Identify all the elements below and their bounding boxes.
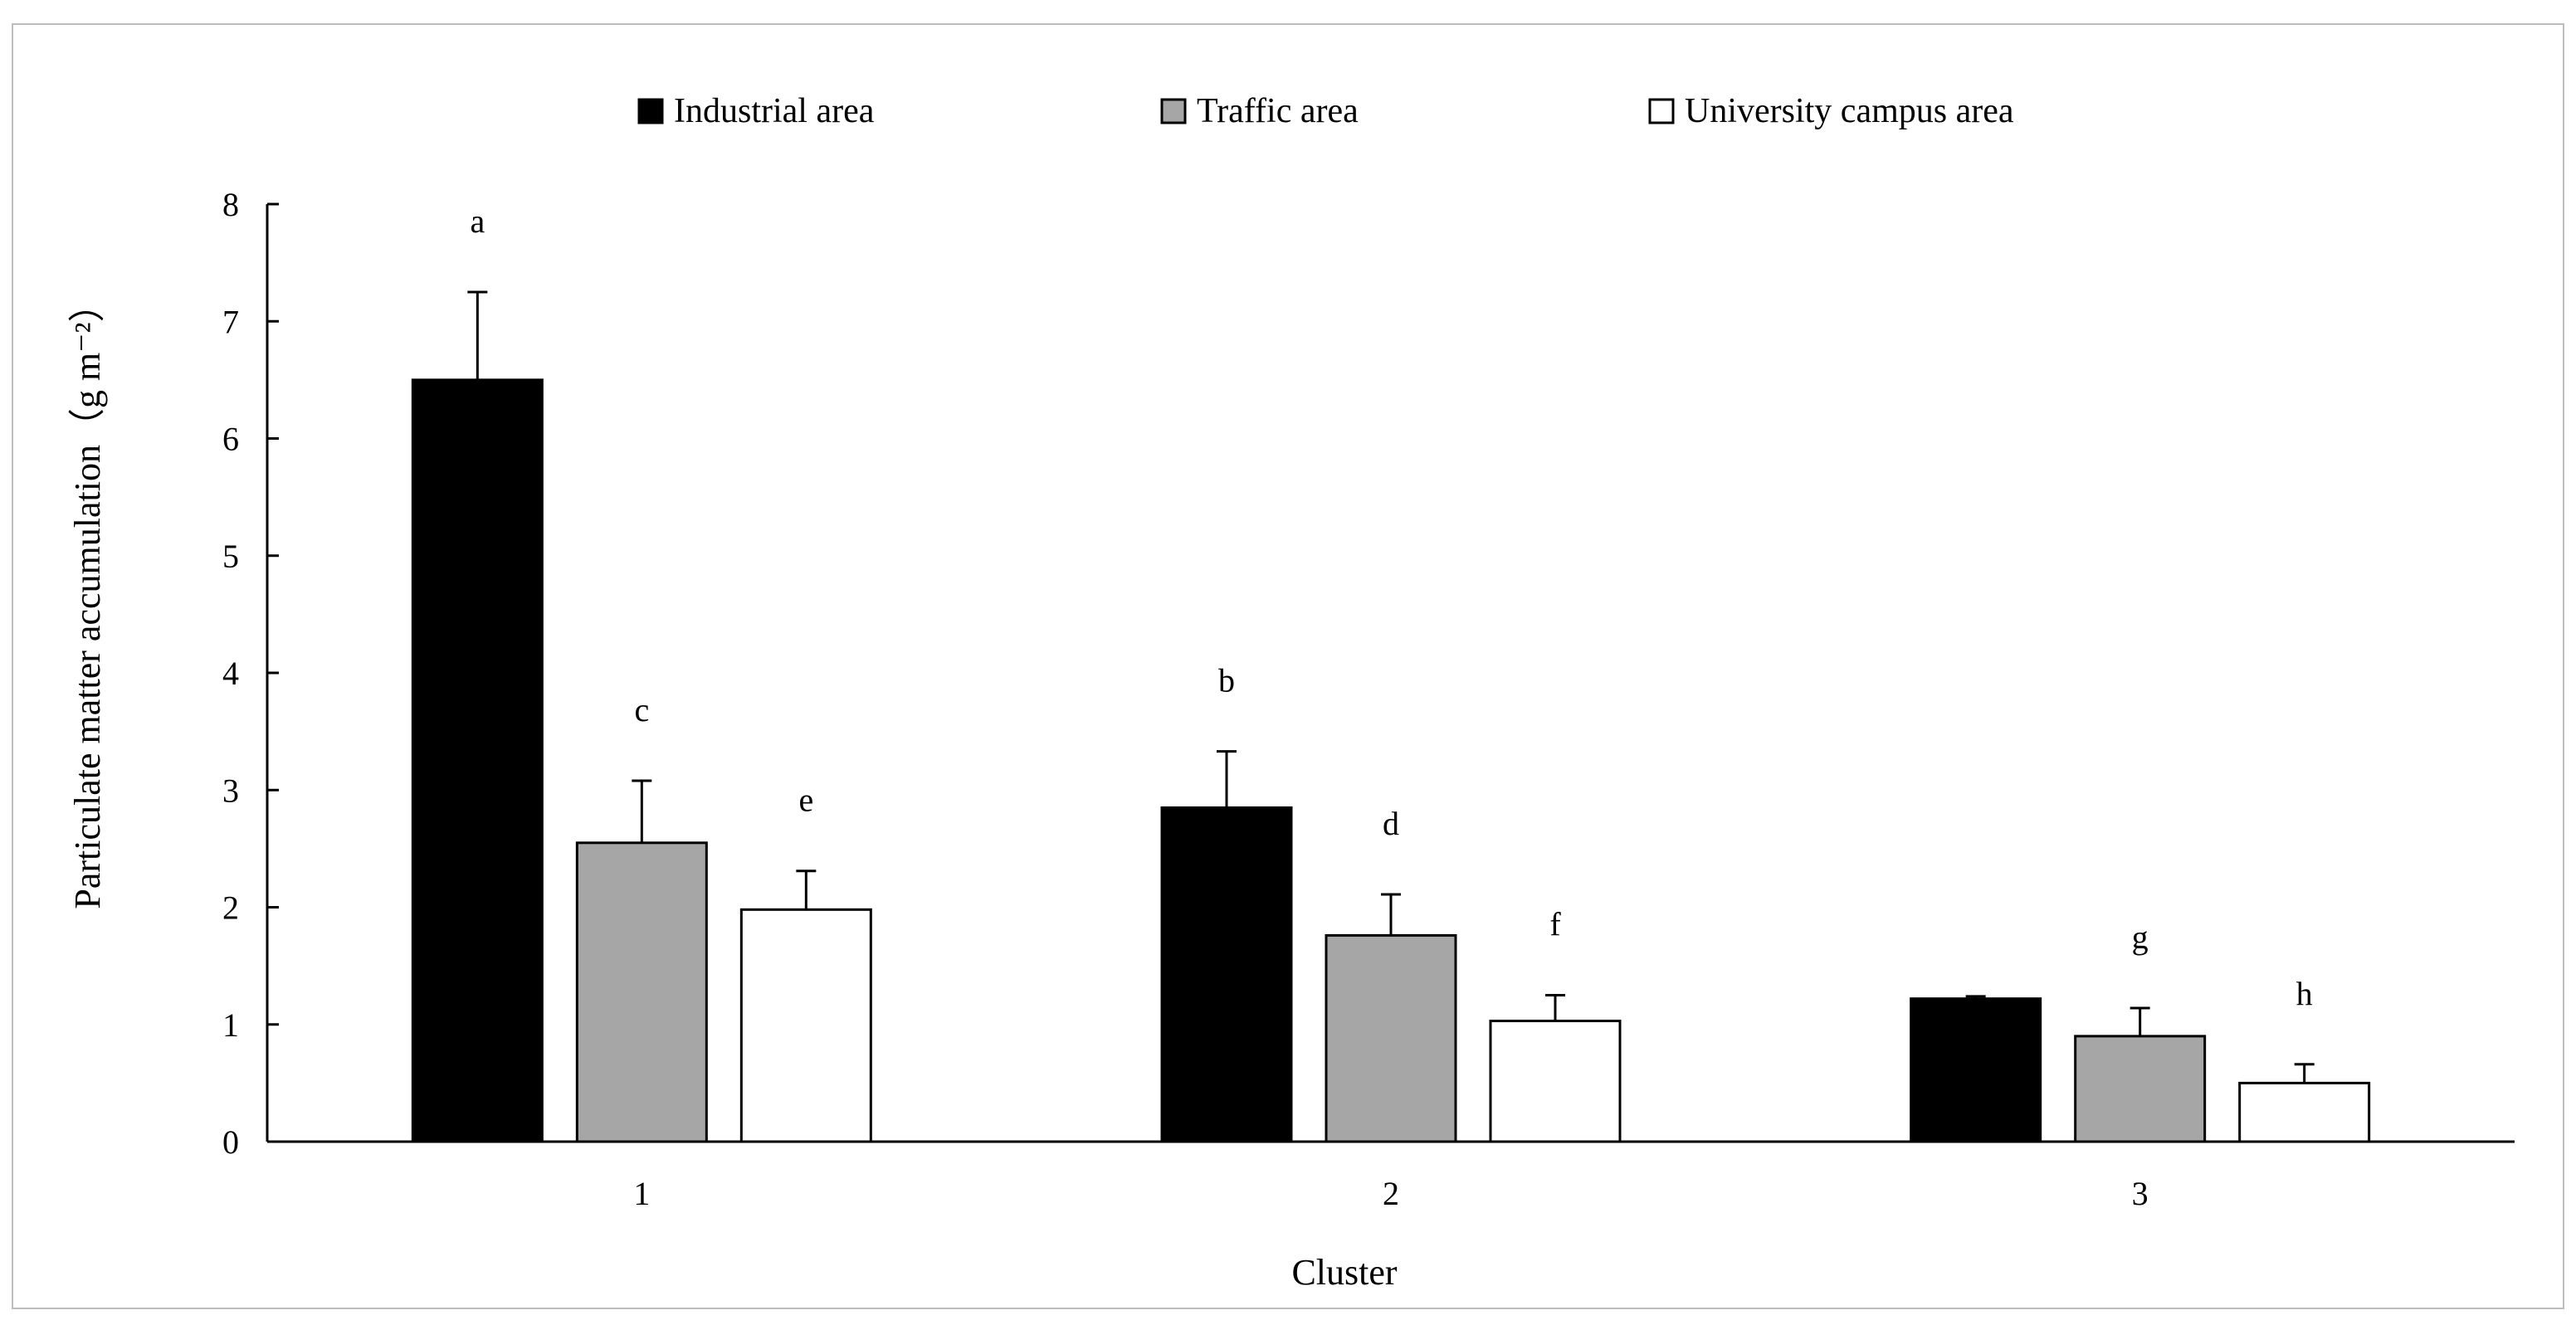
y-tick-label: 7 xyxy=(222,303,239,340)
bar xyxy=(411,378,544,1143)
legend-label: Traffic area xyxy=(1197,92,1359,130)
bar xyxy=(2074,1035,2207,1143)
significance-label: c xyxy=(634,691,649,728)
significance-label: e xyxy=(798,782,813,819)
x-axis: 1 2 3 xyxy=(267,1140,2515,1212)
bar xyxy=(1325,933,1457,1143)
y-tick-label: 6 xyxy=(222,421,239,458)
y-tick-label: 5 xyxy=(222,538,239,575)
chart-frame xyxy=(12,23,2564,1309)
y-tick-label: 0 xyxy=(222,1123,239,1161)
significance-label: g xyxy=(2132,918,2149,956)
bar xyxy=(2238,1081,2371,1143)
legend-swatch xyxy=(637,98,664,124)
y-axis: 0 1 2 3 4 5 6 7 8 xyxy=(222,186,279,1161)
significance-label: h xyxy=(2296,975,2313,1012)
bar xyxy=(739,908,872,1143)
significance-label: d xyxy=(1383,805,1399,842)
x-tick-label: 2 xyxy=(1383,1175,1399,1212)
bar xyxy=(1160,806,1293,1143)
significance-label: a xyxy=(470,202,485,240)
y-tick-label: 3 xyxy=(222,772,239,809)
y-tick-label: 8 xyxy=(222,186,239,223)
x-axis-title: Cluster xyxy=(1291,1252,1397,1293)
x-tick-label: 1 xyxy=(633,1175,650,1212)
bar xyxy=(1489,1020,1622,1143)
legend-label: University campus area xyxy=(1685,92,2014,130)
legend: Industrial area Traffic area University ca… xyxy=(637,92,2014,130)
y-tick-label: 2 xyxy=(222,889,239,927)
bar xyxy=(575,841,708,1143)
significance-label: f xyxy=(1549,905,1561,943)
significance-label: b xyxy=(1218,662,1235,699)
y-axis-title: Particulate matter accumulation（g m⁻²） xyxy=(67,285,108,909)
legend-swatch xyxy=(1160,98,1187,124)
x-tick-label: 3 xyxy=(2132,1175,2149,1212)
y-tick-label: 1 xyxy=(222,1006,239,1044)
y-tick-label: 4 xyxy=(222,655,239,692)
bars: a b c d g e f h xyxy=(411,202,2371,1143)
bar xyxy=(1910,997,2042,1143)
legend-label: Industrial area xyxy=(674,92,875,130)
legend-swatch xyxy=(1648,98,1675,124)
